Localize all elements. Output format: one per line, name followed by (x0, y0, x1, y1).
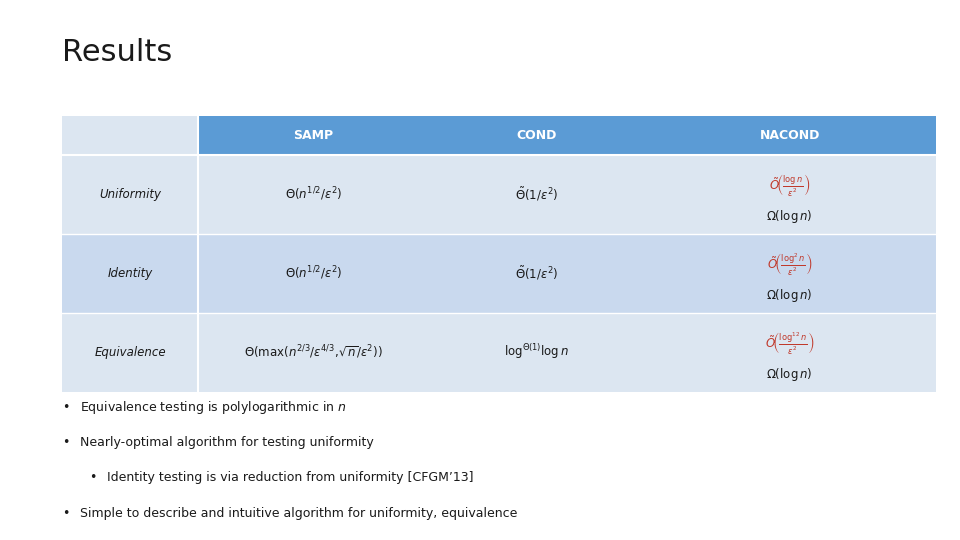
Bar (643, 154, 936, 234)
Text: COND: COND (516, 129, 557, 142)
Bar (429, 234, 643, 313)
Text: $\tilde{\Theta}(1/\varepsilon^2)$: $\tilde{\Theta}(1/\varepsilon^2)$ (515, 185, 558, 203)
Text: •: • (62, 507, 70, 519)
Bar (643, 234, 936, 313)
Bar (429, 154, 643, 234)
Text: Simple to describe and intuitive algorithm for uniformity, equivalence: Simple to describe and intuitive algorit… (80, 507, 517, 519)
Text: •: • (62, 401, 70, 414)
Bar (429, 313, 643, 392)
Bar (643, 313, 936, 392)
Text: Uniformity: Uniformity (99, 187, 161, 201)
Text: $\Omega(\log n)$: $\Omega(\log n)$ (766, 287, 813, 303)
Text: $\tilde{O}\!\left(\frac{\log^2 n}{\varepsilon^2}\right)$: $\tilde{O}\!\left(\frac{\log^2 n}{\varep… (767, 251, 812, 276)
Bar (198, 234, 429, 313)
Bar (62, 313, 198, 392)
Bar (198, 154, 429, 234)
Bar (429, 116, 643, 154)
Text: $\Theta(\max(n^{2/3}/\varepsilon^{4/3},\!\sqrt{n}/\varepsilon^2))$: $\Theta(\max(n^{2/3}/\varepsilon^{4/3},\… (244, 343, 383, 361)
Bar (62, 234, 198, 313)
Text: NACOND: NACOND (759, 129, 820, 142)
Bar (62, 116, 198, 154)
Text: SAMP: SAMP (294, 129, 334, 142)
Text: $\Omega(\log n)$: $\Omega(\log n)$ (766, 208, 813, 225)
Text: Nearly-optimal algorithm for testing uniformity: Nearly-optimal algorithm for testing uni… (80, 436, 373, 449)
Text: Equivalence: Equivalence (94, 346, 166, 359)
Text: $\Theta(n^{1/2}/\varepsilon^2)$: $\Theta(n^{1/2}/\varepsilon^2)$ (285, 185, 342, 203)
Text: •: • (89, 471, 97, 484)
Text: •: • (62, 436, 70, 449)
Text: $\Omega(\log n)$: $\Omega(\log n)$ (766, 366, 813, 383)
Text: Equivalence testing is polylogarithmic in $n$: Equivalence testing is polylogarithmic i… (80, 399, 347, 416)
Bar (198, 116, 429, 154)
Text: Identity testing is via reduction from uniformity [CFGM’13]: Identity testing is via reduction from u… (107, 471, 473, 484)
Text: $\log^{\Theta(1)}\!\log n$: $\log^{\Theta(1)}\!\log n$ (504, 342, 569, 361)
Text: $\tilde{O}\!\left(\frac{\log n}{\varepsilon^2}\right)$: $\tilde{O}\!\left(\frac{\log n}{\varepsi… (769, 172, 810, 198)
Text: $\tilde{\Theta}(1/\varepsilon^2)$: $\tilde{\Theta}(1/\varepsilon^2)$ (515, 265, 558, 282)
Bar (198, 313, 429, 392)
Text: Results: Results (62, 38, 173, 67)
Text: Identity: Identity (108, 267, 153, 280)
Text: $\Theta(n^{1/2}/\varepsilon^2)$: $\Theta(n^{1/2}/\varepsilon^2)$ (285, 264, 342, 282)
Bar (62, 154, 198, 234)
Bar (643, 116, 936, 154)
Text: $\tilde{O}\!\left(\frac{\log^{12} n}{\varepsilon^2}\right)$: $\tilde{O}\!\left(\frac{\log^{12} n}{\va… (765, 329, 814, 355)
